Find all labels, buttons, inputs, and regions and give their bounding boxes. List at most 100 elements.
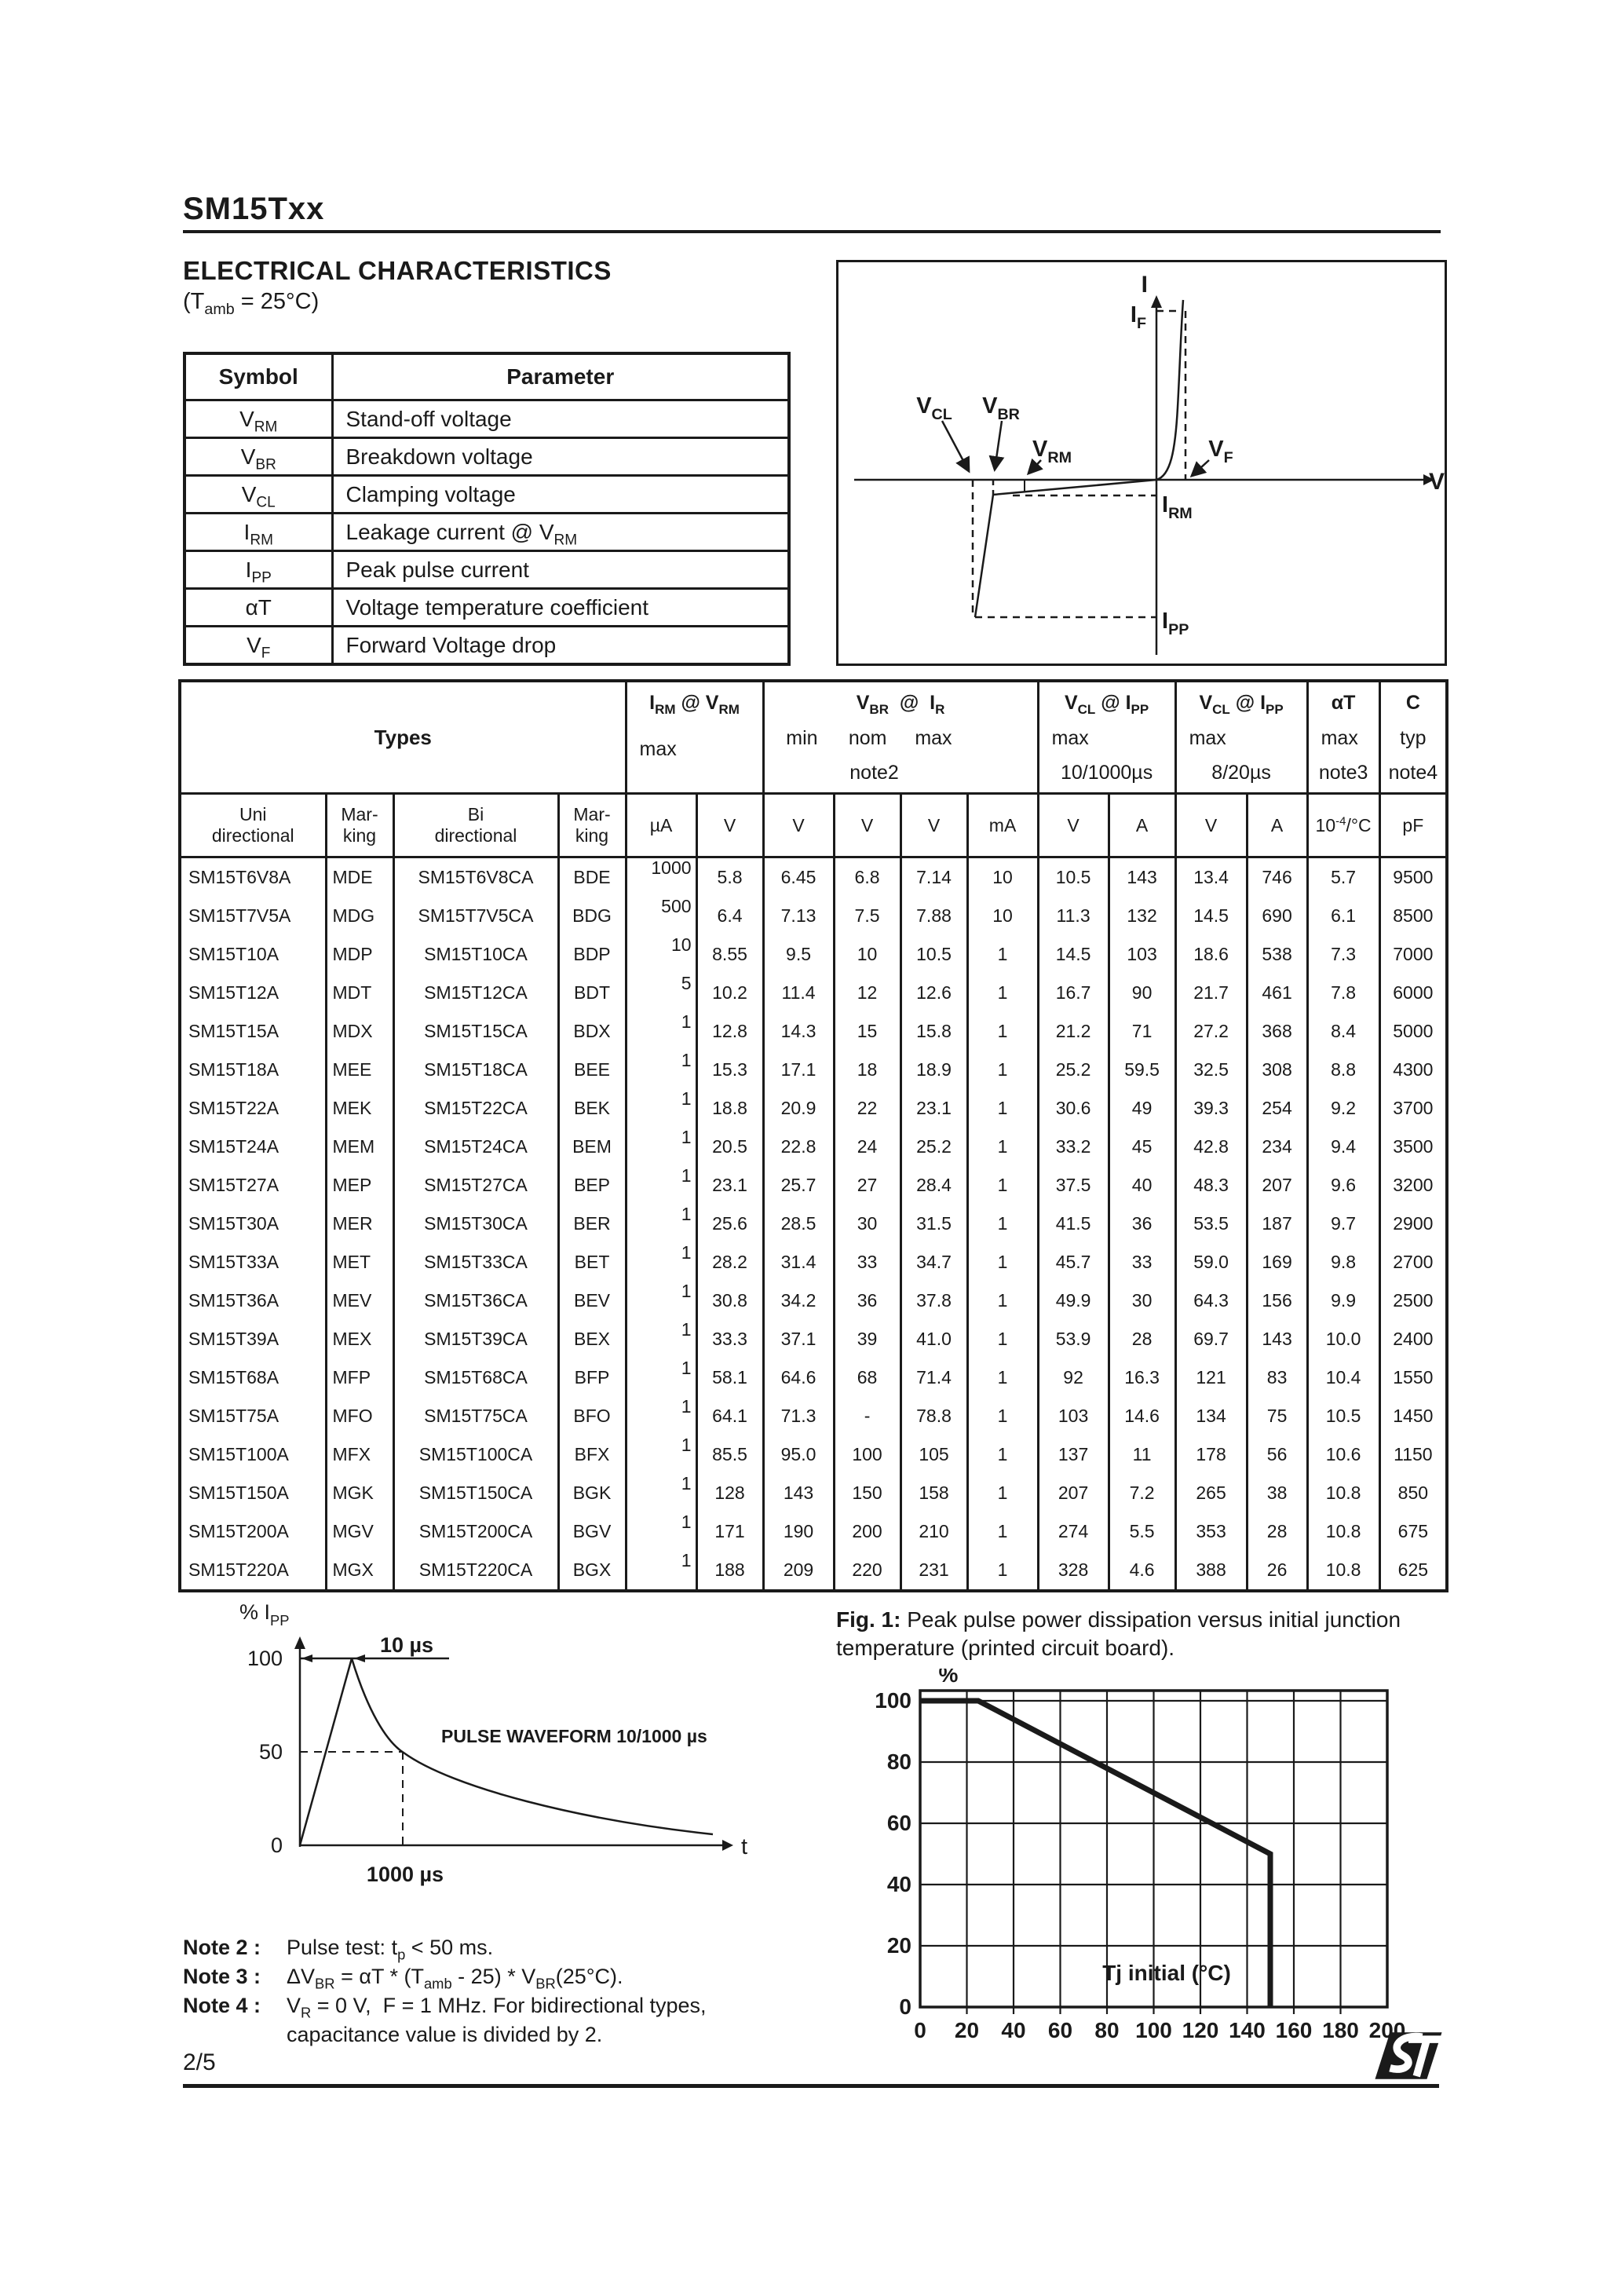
uni-directional-header: Uni directional bbox=[178, 792, 327, 858]
table-cell: 14.6 bbox=[1107, 1397, 1177, 1435]
table-cell: 18.9 bbox=[899, 1051, 969, 1089]
table-cell: 388 bbox=[1174, 1551, 1248, 1591]
table-row: SM15T7V5A MDG SM15T7V5CA BDG 500 6.4 7.13 7.5 7.… bbox=[178, 897, 1448, 935]
table-cell: 675 bbox=[1378, 1512, 1448, 1551]
table-cell: 1 bbox=[966, 974, 1039, 1012]
table-cell: 1 bbox=[624, 1128, 698, 1166]
page-number: 2/5 bbox=[183, 2049, 216, 2075]
parameter: Leakage current @ VRM bbox=[331, 512, 791, 552]
table-cell: 18.8 bbox=[695, 1089, 765, 1128]
symbol-row: IRM Leakage current @ VRM bbox=[183, 512, 791, 552]
table-cell: BDG bbox=[557, 897, 627, 935]
table-cell: BGV bbox=[557, 1512, 627, 1551]
table-cell: 59.5 bbox=[1107, 1051, 1177, 1089]
table-cell: BEP bbox=[557, 1166, 627, 1205]
table-cell: SM15T33CA bbox=[392, 1243, 560, 1281]
table-cell: 1 bbox=[624, 1166, 698, 1205]
table-cell: 21.7 bbox=[1174, 974, 1248, 1012]
x-tick: 0 bbox=[914, 2018, 926, 2042]
pulse-x-axis-label: t bbox=[741, 1834, 747, 1859]
table-row: SM15T10A MDP SM15T10CA BDP 10 8.55 9.5 10 10.5 1 1… bbox=[178, 935, 1448, 974]
table-cell: 207 bbox=[1245, 1166, 1309, 1205]
fig1-derating-chart: % Tj initial (°C) 100 80 60 40 20 0 0 bbox=[875, 1669, 1405, 2042]
table-cell: 41.5 bbox=[1036, 1205, 1110, 1243]
table-cell: 5.8 bbox=[695, 857, 765, 897]
table-cell: 69.7 bbox=[1174, 1320, 1248, 1358]
table-cell: BFO bbox=[557, 1397, 627, 1435]
table-cell: 10 bbox=[832, 935, 902, 974]
table-cell: 13.4 bbox=[1174, 857, 1248, 897]
parameter: Peak pulse current bbox=[331, 550, 791, 590]
table-cell: 33.2 bbox=[1036, 1128, 1110, 1166]
table-row: SM15T24A MEM SM15T24CA BEM 1 20.5 22.8 24 25.2 1 3… bbox=[178, 1128, 1448, 1166]
col-group-c: C typ note4 bbox=[1378, 679, 1448, 795]
table-row: SM15T75A MFO SM15T75CA BFO 1 64.1 71.3-78.8 1 10… bbox=[178, 1397, 1448, 1435]
table-cell: 368 bbox=[1245, 1012, 1309, 1051]
table-row: SM15T22A MEK SM15T22CA BEK 1 18.8 20.9 22 23.1 1 3… bbox=[178, 1089, 1448, 1128]
table-cell: 461 bbox=[1245, 974, 1309, 1012]
table-cell: 1 bbox=[966, 1435, 1039, 1474]
table-cell: 68 bbox=[832, 1358, 902, 1397]
table-cell: 12 bbox=[832, 974, 902, 1012]
table-cell: 20.5 bbox=[695, 1128, 765, 1166]
table-cell: 1 bbox=[624, 1205, 698, 1243]
table-cell: 75 bbox=[1245, 1397, 1309, 1435]
table-row: SM15T6V8A MDE SM15T6V8CA BDE 1000 5.8 6.45 6.8 7… bbox=[178, 857, 1448, 897]
thousand-us-label: 1000 µs bbox=[367, 1863, 444, 1886]
table-cell: MEP bbox=[324, 1166, 395, 1205]
table-cell: BEK bbox=[557, 1089, 627, 1128]
table-cell: 7.2 bbox=[1107, 1474, 1177, 1512]
table-cell: 1 bbox=[624, 1512, 698, 1551]
table-cell: SM15T7V5CA bbox=[392, 897, 560, 935]
table-cell: SM15T30A bbox=[178, 1205, 327, 1243]
unit: V bbox=[1174, 792, 1248, 858]
table-cell: 105 bbox=[899, 1435, 969, 1474]
parameter: Forward Voltage drop bbox=[331, 625, 791, 666]
table-cell: 25.2 bbox=[899, 1128, 969, 1166]
table-cell: 6000 bbox=[1378, 974, 1448, 1012]
unit: pF bbox=[1378, 792, 1448, 858]
table-cell: 150 bbox=[832, 1474, 902, 1512]
table-cell: SM15T150A bbox=[178, 1474, 327, 1512]
table-cell: 9.5 bbox=[762, 935, 835, 974]
table-cell: 15.3 bbox=[695, 1051, 765, 1089]
ipp-label: IPP bbox=[1162, 609, 1189, 638]
table-row: SM15T33A MET SM15T33CA BET 1 28.2 31.4 33 34.7 1 4… bbox=[178, 1243, 1448, 1281]
table-cell: 1 bbox=[624, 1012, 698, 1051]
table-cell: 2900 bbox=[1378, 1205, 1448, 1243]
table-cell: 188 bbox=[695, 1551, 765, 1591]
table-cell: SM15T220CA bbox=[392, 1551, 560, 1591]
symbol-row: VCL Clamping voltage bbox=[183, 474, 791, 514]
table-cell: 33 bbox=[832, 1243, 902, 1281]
table-cell: 25.2 bbox=[1036, 1051, 1110, 1089]
ratings-table: Types IRM @ VRM max VBR @ IR min nom bbox=[178, 679, 1449, 1592]
symbol-header: Symbol bbox=[183, 352, 334, 401]
table-cell: 850 bbox=[1378, 1474, 1448, 1512]
table-cell: 85.5 bbox=[695, 1435, 765, 1474]
table-cell: 5.7 bbox=[1306, 857, 1381, 897]
table-cell: 28 bbox=[1245, 1512, 1309, 1551]
table-cell: SM15T12A bbox=[178, 974, 327, 1012]
fig1-caption-text: Peak pulse power dissipation versus init… bbox=[836, 1607, 1401, 1660]
y-tick: 40 bbox=[887, 1872, 911, 1896]
table-cell: 2400 bbox=[1378, 1320, 1448, 1358]
col-group-vcl-ipp-10-1000: VCL @ IPP max 10/1000µs bbox=[1036, 679, 1177, 795]
table-cell: 33.3 bbox=[695, 1320, 765, 1358]
st-logo bbox=[1375, 2032, 1442, 2079]
symbol-row: αT Voltage temperature coefficient bbox=[183, 587, 791, 627]
symbol: VRM bbox=[183, 399, 334, 439]
parameter: Voltage temperature coefficient bbox=[331, 587, 791, 627]
section-heading: ELECTRICAL CHARACTERISTICS bbox=[183, 256, 612, 285]
table-cell: 1550 bbox=[1378, 1358, 1448, 1397]
table-cell: SM15T24A bbox=[178, 1128, 327, 1166]
fig1-caption-prefix: Fig. 1: bbox=[836, 1607, 901, 1632]
table-cell: MEX bbox=[324, 1320, 395, 1358]
table-row: SM15T30A MER SM15T30CA BER 1 25.6 28.5 30 31.5 1 4… bbox=[178, 1205, 1448, 1243]
table-cell: 7.14 bbox=[899, 857, 969, 897]
table-cell: SM15T6V8A bbox=[178, 857, 327, 897]
table-cell: SM15T33A bbox=[178, 1243, 327, 1281]
table-cell: 10.8 bbox=[1306, 1551, 1381, 1591]
table-cell: 2500 bbox=[1378, 1281, 1448, 1320]
table-cell: BEX bbox=[557, 1320, 627, 1358]
ratings-table-body: SM15T6V8A MDE SM15T6V8CA BDE 1000 5.8 6.45 6.8 7… bbox=[178, 857, 1448, 1591]
